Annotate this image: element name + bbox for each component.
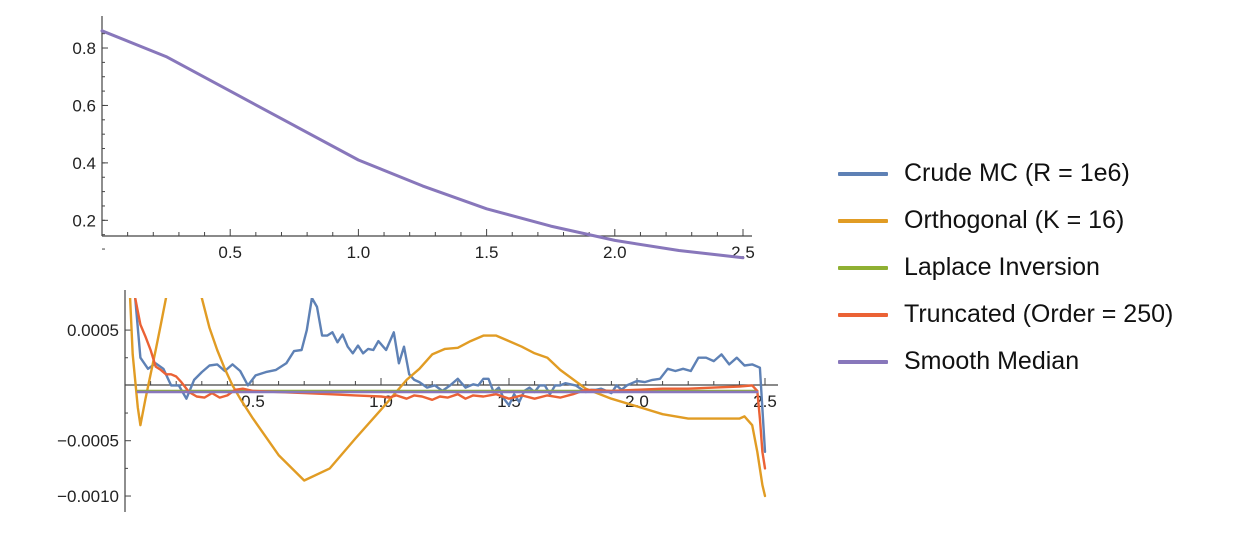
legend-swatch-crude-mc: [838, 171, 888, 176]
top-x-tick-label: 2.0: [603, 243, 627, 262]
bottom-y-tick-label: 0.0005: [67, 321, 119, 340]
top-plot-panel: 0.5 1.0 1.5 2.0 2.50.20.40.60.8: [72, 16, 755, 262]
top-y-tick-label: 0.8: [72, 39, 96, 58]
top-x-tick-label: 1.5: [475, 243, 499, 262]
bottom-series-orthogonal-k-16: [128, 298, 767, 498]
top-x-tick-label: 1.0: [347, 243, 371, 262]
top-y-tick-label: 0.2: [72, 211, 96, 230]
legend-item-smooth-median: Smooth Median: [838, 338, 1173, 385]
bottom-x-tick-label: 0.5: [241, 392, 265, 411]
top-x-tick-label: 0.5: [218, 243, 242, 262]
legend-swatch-truncated: [838, 312, 888, 317]
top-y-tick-label: 0.6: [72, 96, 96, 115]
bottom-series-group: [128, 298, 767, 498]
legend-label-truncated: Truncated (Order = 250): [904, 300, 1174, 328]
legend: Crude MC (R = 1e6) Orthogonal (K = 16) L…: [838, 150, 1173, 385]
legend-label-crude-mc: Crude MC (R = 1e6): [904, 159, 1130, 187]
legend-swatch-smooth-median: [838, 359, 888, 364]
legend-item-laplace-inversion: Laplace Inversion: [838, 244, 1173, 291]
legend-item-crude-mc: Crude MC (R = 1e6): [838, 150, 1173, 197]
legend-swatch-orthogonal: [838, 218, 888, 223]
bottom-series-crude-mc-r-1e6: [134, 298, 767, 453]
top-y-tick-label: 0.4: [72, 154, 96, 173]
legend-label-smooth-median: Smooth Median: [904, 347, 1080, 375]
legend-label-laplace-inversion: Laplace Inversion: [904, 253, 1100, 281]
top-series-group: [100, 29, 745, 260]
legend-label-orthogonal: Orthogonal (K = 16): [904, 206, 1125, 234]
bottom-y-tick-label: −0.0010: [57, 487, 119, 506]
legend-item-truncated: Truncated (Order = 250): [838, 291, 1173, 338]
bottom-plot-panel: 0.5 1.0 1.5 2.0 2.50.0005−0.0005−0.0010: [57, 290, 778, 512]
top-series-smooth-median: [100, 29, 745, 260]
legend-item-orthogonal: Orthogonal (K = 16): [838, 197, 1173, 244]
bottom-y-tick-label: −0.0005: [57, 432, 119, 451]
legend-swatch-laplace-inversion: [838, 265, 888, 270]
bottom-x-tick-label: 2.0: [625, 392, 649, 411]
bottom-series-truncated-order-250: [134, 298, 767, 470]
